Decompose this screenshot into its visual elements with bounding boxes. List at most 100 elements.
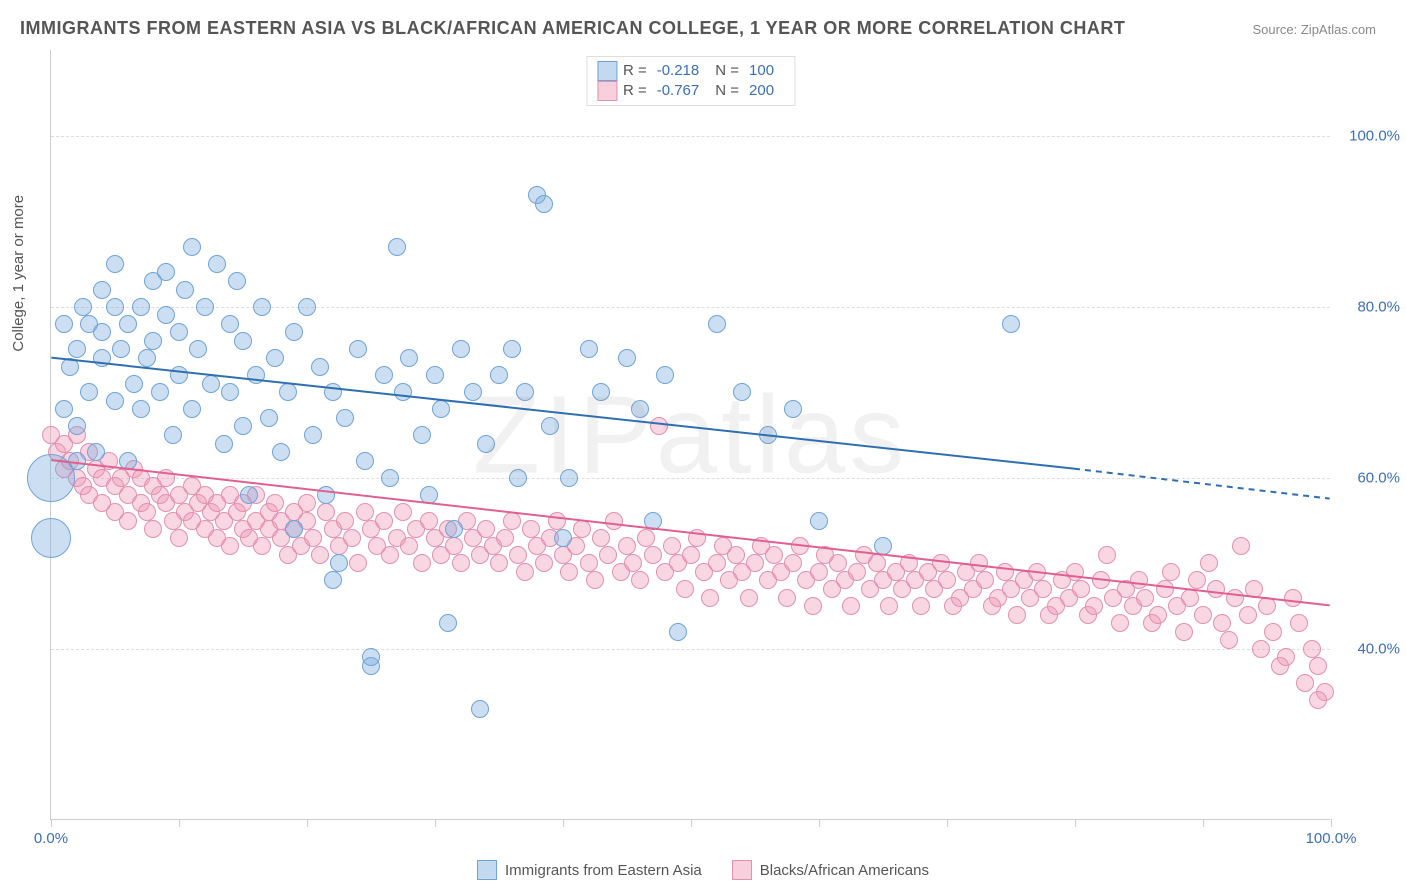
data-point xyxy=(426,366,444,384)
data-point xyxy=(1213,614,1231,632)
data-point xyxy=(68,452,86,470)
data-point xyxy=(119,315,137,333)
data-point xyxy=(1066,563,1084,581)
data-point xyxy=(132,400,150,418)
x-tick-label: 100.0% xyxy=(1306,830,1357,847)
data-point xyxy=(1092,571,1110,589)
data-point xyxy=(1309,657,1327,675)
data-point xyxy=(285,520,303,538)
data-point xyxy=(464,383,482,401)
data-point xyxy=(1111,614,1129,632)
x-tick xyxy=(435,819,436,827)
data-point xyxy=(516,563,534,581)
data-point xyxy=(900,554,918,572)
data-point xyxy=(106,255,124,273)
data-point xyxy=(228,272,246,290)
data-point xyxy=(317,486,335,504)
data-point xyxy=(170,366,188,384)
data-point xyxy=(1258,597,1276,615)
data-point xyxy=(80,383,98,401)
data-point xyxy=(1239,606,1257,624)
data-point xyxy=(31,518,71,558)
data-point xyxy=(535,554,553,572)
data-point xyxy=(208,255,226,273)
data-point xyxy=(810,563,828,581)
scatter-plot: ZIPatlas R =-0.218N =100R =-0.767N =200 … xyxy=(50,50,1330,820)
data-point xyxy=(388,238,406,256)
legend-row: R =-0.218N =100 xyxy=(597,61,784,81)
data-point xyxy=(784,400,802,418)
x-tick xyxy=(1075,819,1076,827)
legend-item: Blacks/African Americans xyxy=(732,860,929,880)
data-point xyxy=(445,537,463,555)
data-point xyxy=(93,281,111,299)
data-point xyxy=(509,546,527,564)
data-point xyxy=(746,554,764,572)
data-point xyxy=(452,554,470,572)
data-point xyxy=(253,298,271,316)
y-tick-label: 60.0% xyxy=(1340,469,1400,486)
data-point xyxy=(708,315,726,333)
data-point xyxy=(1252,640,1270,658)
data-point xyxy=(631,400,649,418)
n-value: 100 xyxy=(749,61,774,81)
x-tick xyxy=(947,819,948,827)
data-point xyxy=(125,375,143,393)
data-point xyxy=(1156,580,1174,598)
data-point xyxy=(356,503,374,521)
data-point xyxy=(650,417,668,435)
data-point xyxy=(221,537,239,555)
x-tick-label: 0.0% xyxy=(34,830,68,847)
data-point xyxy=(477,520,495,538)
data-point xyxy=(496,529,514,547)
data-point xyxy=(688,529,706,547)
data-point xyxy=(304,529,322,547)
data-point xyxy=(580,340,598,358)
data-point xyxy=(701,589,719,607)
data-point xyxy=(164,426,182,444)
legend-label: Immigrants from Eastern Asia xyxy=(505,862,702,879)
data-point xyxy=(266,494,284,512)
x-tick xyxy=(691,819,692,827)
data-point xyxy=(330,554,348,572)
data-point xyxy=(810,512,828,530)
data-point xyxy=(1175,623,1193,641)
data-point xyxy=(132,298,150,316)
data-point xyxy=(592,383,610,401)
data-point xyxy=(554,529,572,547)
data-point xyxy=(432,400,450,418)
data-point xyxy=(541,417,559,435)
data-point xyxy=(573,520,591,538)
n-label: N = xyxy=(715,61,739,81)
data-point xyxy=(260,409,278,427)
data-point xyxy=(119,452,137,470)
x-tick xyxy=(179,819,180,827)
data-point xyxy=(375,512,393,530)
data-point xyxy=(522,520,540,538)
data-point xyxy=(1207,580,1225,598)
data-point xyxy=(1284,589,1302,607)
data-point xyxy=(848,563,866,581)
data-point xyxy=(221,383,239,401)
data-point xyxy=(394,503,412,521)
y-tick-label: 100.0% xyxy=(1340,127,1400,144)
data-point xyxy=(157,263,175,281)
data-point xyxy=(336,409,354,427)
x-tick xyxy=(307,819,308,827)
n-value: 200 xyxy=(749,81,774,101)
data-point xyxy=(1188,571,1206,589)
y-tick-label: 80.0% xyxy=(1340,298,1400,315)
data-point xyxy=(1162,563,1180,581)
data-point xyxy=(631,571,649,589)
data-point xyxy=(157,306,175,324)
gridline xyxy=(51,478,1330,479)
data-point xyxy=(471,700,489,718)
data-point xyxy=(618,349,636,367)
data-point xyxy=(234,332,252,350)
data-point xyxy=(420,512,438,530)
legend-swatch xyxy=(732,860,752,880)
gridline xyxy=(51,307,1330,308)
n-label: N = xyxy=(715,81,739,101)
data-point xyxy=(1034,580,1052,598)
data-point xyxy=(215,435,233,453)
